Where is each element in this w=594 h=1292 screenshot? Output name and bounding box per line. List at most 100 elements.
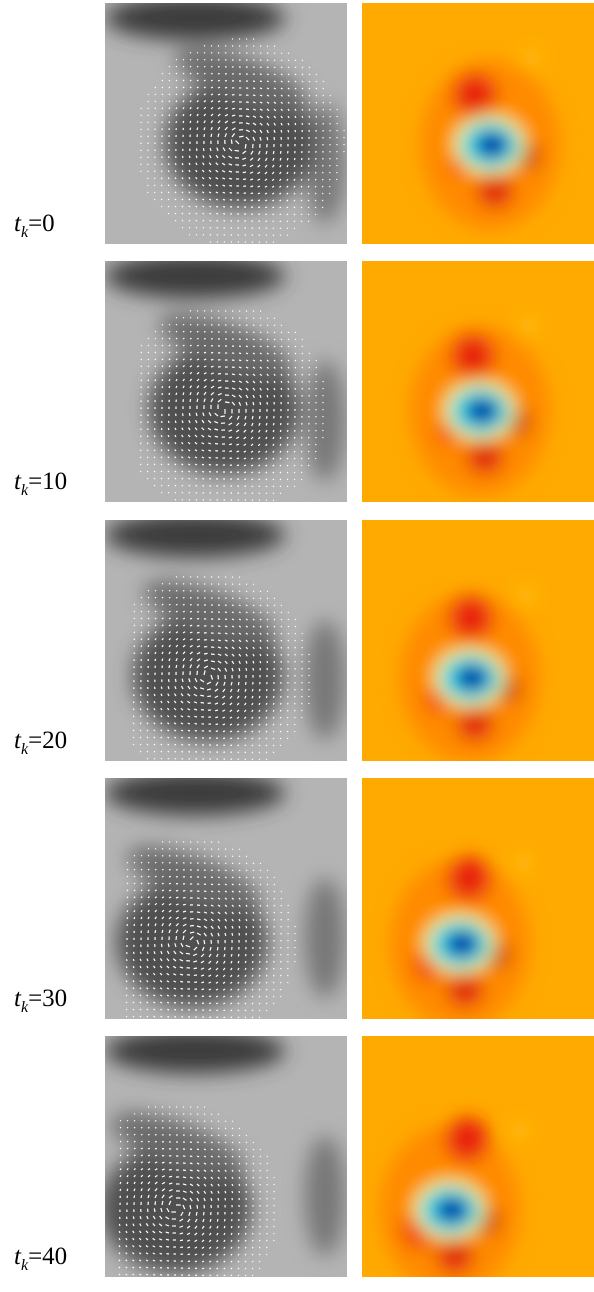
vector (118, 1273, 121, 1276)
vector (189, 86, 192, 89)
vector (286, 199, 289, 202)
vector (203, 665, 209, 669)
vector (245, 883, 248, 886)
vector (153, 184, 156, 187)
vector (271, 178, 275, 182)
vector (203, 72, 206, 75)
vector (279, 220, 282, 223)
vector (139, 701, 142, 704)
vector (203, 1176, 207, 1180)
vector (294, 108, 297, 112)
vector (168, 1195, 173, 1199)
vector (236, 730, 240, 733)
vector (237, 1253, 240, 1256)
vector (250, 429, 254, 433)
vector (146, 987, 149, 990)
vector (314, 185, 317, 188)
vector (194, 463, 198, 466)
vector (140, 1188, 143, 1192)
vector (182, 65, 185, 68)
vector (230, 988, 233, 991)
vector (182, 107, 185, 110)
vector (159, 994, 163, 997)
vector (224, 932, 227, 937)
vector (132, 1244, 135, 1248)
vector (160, 693, 163, 697)
vector (161, 861, 164, 864)
vector (146, 1273, 149, 1276)
vector (140, 1167, 144, 1171)
vector (230, 1232, 233, 1236)
vector (237, 960, 240, 964)
vector (119, 1154, 122, 1157)
satellite-image (105, 3, 347, 244)
vector (307, 178, 310, 181)
vector (229, 723, 233, 726)
vector (196, 93, 199, 96)
vector (252, 625, 255, 628)
vector (188, 233, 191, 236)
vector (252, 660, 255, 664)
vector (244, 988, 247, 991)
vector (287, 87, 290, 90)
vector (214, 695, 219, 699)
vector (160, 205, 163, 208)
vector (189, 344, 192, 347)
vector (187, 708, 191, 711)
vector (133, 875, 136, 878)
vector (238, 1176, 241, 1179)
vector (132, 1015, 135, 1018)
vector (210, 1176, 214, 1180)
vector (140, 638, 143, 641)
vector (237, 688, 240, 693)
vector (161, 644, 164, 648)
vector (195, 470, 198, 473)
vector (154, 617, 157, 620)
vector (175, 631, 179, 634)
vector (286, 206, 289, 209)
vector (230, 1002, 233, 1005)
vector (153, 463, 156, 466)
vector (154, 610, 157, 613)
vector (217, 1162, 220, 1165)
vector (168, 617, 171, 620)
vector (132, 1001, 135, 1004)
vector (252, 1141, 255, 1144)
vector (279, 709, 282, 712)
vector (272, 227, 275, 230)
vector (187, 685, 191, 690)
vector (125, 1245, 128, 1248)
vector (201, 191, 205, 194)
vector (195, 176, 198, 180)
vector (280, 59, 283, 62)
vector (139, 1223, 142, 1227)
vector (126, 1181, 129, 1185)
vector (118, 1223, 121, 1227)
vector (202, 205, 205, 208)
vector (175, 330, 178, 333)
vector (159, 987, 163, 990)
vector (154, 1194, 158, 1199)
vector (238, 667, 241, 672)
vector (287, 73, 290, 76)
vector (245, 925, 248, 929)
vector (168, 378, 171, 382)
vector (259, 653, 262, 657)
vector (237, 988, 240, 991)
vector (201, 463, 205, 466)
vector (272, 981, 275, 984)
vector (133, 1174, 136, 1178)
vector (126, 1147, 129, 1150)
vector (196, 1183, 200, 1187)
vector (224, 1120, 227, 1123)
vector (252, 1148, 255, 1151)
vector (208, 184, 212, 187)
vector (224, 1127, 227, 1130)
vector (238, 1148, 241, 1151)
vector (231, 100, 235, 103)
vector (307, 206, 310, 209)
vector (231, 1176, 234, 1180)
vector (280, 646, 283, 649)
vector (231, 1141, 234, 1144)
vector (202, 226, 205, 229)
